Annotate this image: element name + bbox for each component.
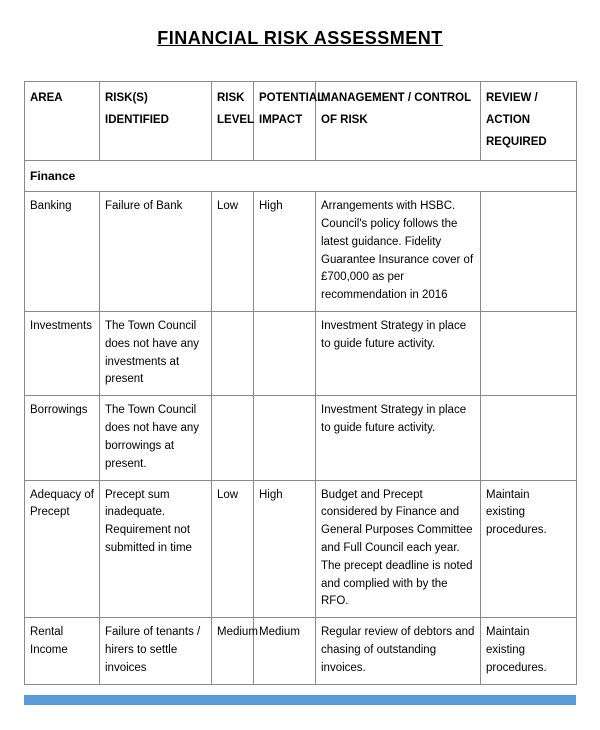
col-header-review-action: REVIEW / ACTION REQUIRED: [481, 82, 577, 161]
risk-assessment-table: AREA RISK(S) IDENTIFIED RISK LEVEL POTEN…: [24, 81, 577, 685]
cell-management: Regular review of debtors and chasing of…: [316, 618, 481, 684]
document-page: FINANCIAL RISK ASSESSMENT AREA RISK(S) I…: [0, 0, 600, 730]
cell-management: Arrangements with HSBC. Council's policy…: [316, 192, 481, 312]
col-header-risk-level: RISK LEVEL: [212, 82, 254, 161]
table-row: Borrowings The Town Council does not hav…: [25, 396, 577, 480]
cell-risk-level: Medium: [212, 618, 254, 684]
cell-risk-level: Low: [212, 480, 254, 618]
cell-area: Borrowings: [25, 396, 100, 480]
cell-risk-identified: The Town Council does not have any inves…: [100, 312, 212, 396]
cell-risk-identified: Failure of tenants / hirers to settle in…: [100, 618, 212, 684]
cell-management: Investment Strategy in place to guide fu…: [316, 312, 481, 396]
col-header-management: MANAGEMENT / CONTROL OF RISK: [316, 82, 481, 161]
cell-potential-impact: High: [254, 192, 316, 312]
cell-potential-impact: Medium: [254, 618, 316, 684]
cell-risk-identified: The Town Council does not have any borro…: [100, 396, 212, 480]
table-row: Banking Failure of Bank Low High Arrange…: [25, 192, 577, 312]
table-section-row: Finance: [25, 160, 577, 192]
cell-review-action: Maintain existing procedures.: [481, 480, 577, 618]
cell-potential-impact: [254, 396, 316, 480]
cell-risk-level: [212, 396, 254, 480]
section-label: Finance: [25, 160, 577, 192]
cell-management: Investment Strategy in place to guide fu…: [316, 396, 481, 480]
cell-area: Adequacy of Precept: [25, 480, 100, 618]
cell-risk-identified: Precept sum inadequate. Requirement not …: [100, 480, 212, 618]
cell-review-action: [481, 192, 577, 312]
col-header-area: AREA: [25, 82, 100, 161]
table-row: Adequacy of Precept Precept sum inadequa…: [25, 480, 577, 618]
cell-potential-impact: High: [254, 480, 316, 618]
cell-review-action: Maintain existing procedures.: [481, 618, 577, 684]
cell-review-action: [481, 312, 577, 396]
cell-risk-identified: Failure of Bank: [100, 192, 212, 312]
col-header-risk-identified: RISK(S) IDENTIFIED: [100, 82, 212, 161]
table-row: Investments The Town Council does not ha…: [25, 312, 577, 396]
cell-potential-impact: [254, 312, 316, 396]
footer-bar: [24, 695, 576, 705]
table-row: Rental Income Failure of tenants / hirer…: [25, 618, 577, 684]
col-header-potential-impact: POTENTIAL IMPACT: [254, 82, 316, 161]
cell-area: Investments: [25, 312, 100, 396]
page-title: FINANCIAL RISK ASSESSMENT: [24, 28, 576, 49]
table-header-row: AREA RISK(S) IDENTIFIED RISK LEVEL POTEN…: [25, 82, 577, 161]
cell-risk-level: [212, 312, 254, 396]
cell-area: Rental Income: [25, 618, 100, 684]
cell-risk-level: Low: [212, 192, 254, 312]
cell-area: Banking: [25, 192, 100, 312]
cell-review-action: [481, 396, 577, 480]
cell-management: Budget and Precept considered by Finance…: [316, 480, 481, 618]
